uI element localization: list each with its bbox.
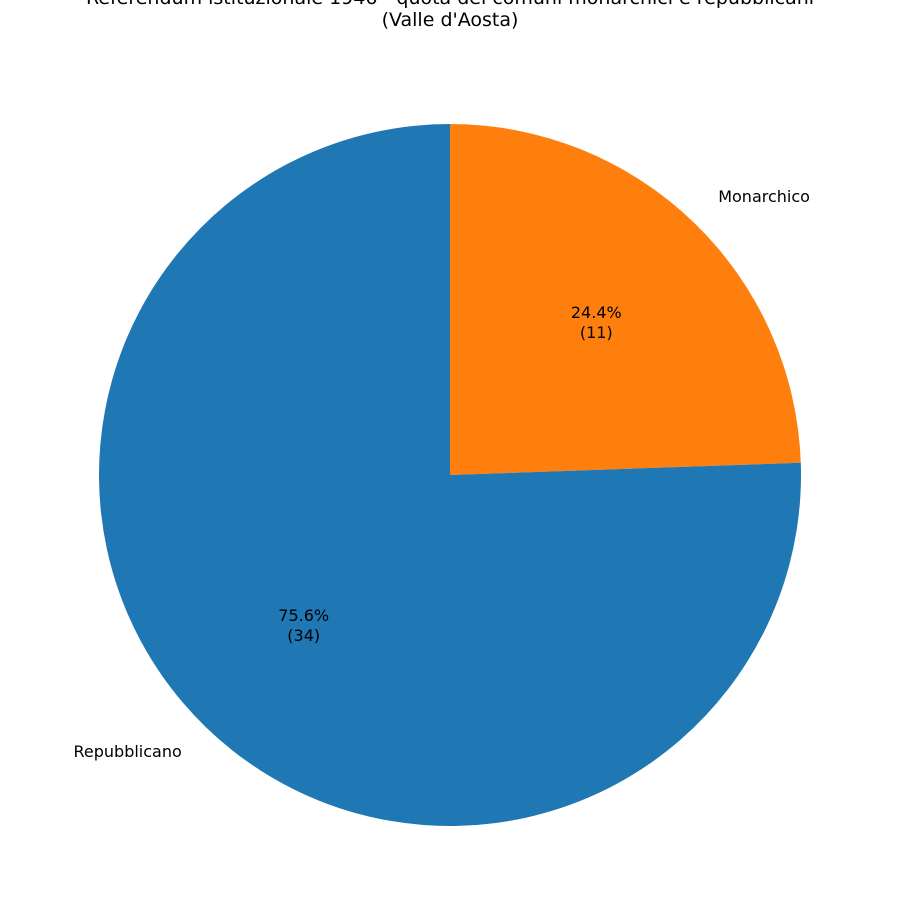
pie-slice-monarchico bbox=[450, 124, 801, 475]
chart-title-line-1: Referendum istituzionale 1946 - quota de… bbox=[86, 0, 814, 9]
slice-label-monarchico: Monarchico bbox=[718, 187, 810, 206]
slice-count-monarchico: (11) bbox=[580, 323, 613, 342]
slice-count-repubblicano: (34) bbox=[287, 626, 320, 645]
slice-percent-monarchico: 24.4% bbox=[571, 303, 622, 322]
pie-slices bbox=[99, 124, 802, 826]
pie-labels: Monarchico 24.4%(11) Repubblicano 75.6%(34) bbox=[74, 187, 810, 761]
pie-slice-repubblicano bbox=[99, 124, 802, 826]
slice-label-repubblicano: Repubblicano bbox=[74, 742, 182, 761]
slice-percent-repubblicano: 75.6% bbox=[278, 606, 329, 625]
chart-title-line-2: (Valle d'Aosta) bbox=[382, 9, 519, 31]
